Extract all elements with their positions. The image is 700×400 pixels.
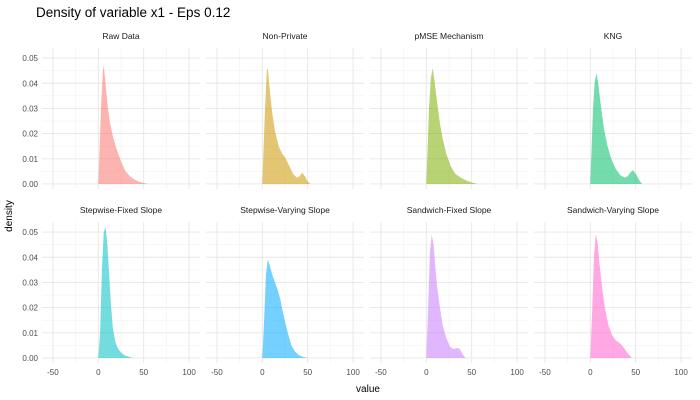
- panels-layer: Raw Data 0.00 0.01 0.02 0.03 0.04 0.05 Non-Priv…: [22, 31, 692, 377]
- x-tick-label: 0: [424, 368, 429, 377]
- density-area: [98, 227, 135, 358]
- y-tick-label: 0.05: [22, 228, 38, 237]
- density-area: [590, 234, 633, 358]
- facet-panel: Non-Private: [206, 31, 364, 189]
- y-tick-label: 0.05: [22, 54, 38, 63]
- y-tick-label: 0.03: [22, 104, 38, 113]
- y-tick-label: 0.01: [22, 329, 38, 338]
- facet-strip-label: Raw Data: [102, 31, 140, 41]
- y-tick-label: 0.02: [22, 130, 38, 139]
- x-tick-label: 100: [346, 368, 360, 377]
- x-tick-label: 0: [96, 368, 101, 377]
- y-tick-label: 0.00: [22, 354, 38, 363]
- x-axis-label: value: [356, 384, 380, 395]
- x-tick-label: -50: [539, 368, 551, 377]
- chart-title: Density of variable x1 - Eps 0.12: [36, 5, 230, 20]
- x-tick-label: 100: [182, 368, 196, 377]
- x-tick-label: 100: [674, 368, 688, 377]
- density-area: [426, 234, 466, 358]
- facet-strip-label: Non-Private: [263, 31, 308, 41]
- x-tick-label: 50: [631, 368, 640, 377]
- x-tick-label: 0: [588, 368, 593, 377]
- x-tick-label: -50: [47, 368, 59, 377]
- y-axis-label: density: [4, 200, 15, 232]
- facet-panel: Raw Data 0.00 0.01 0.02 0.03 0.04 0.05: [22, 31, 200, 189]
- x-tick-label: -50: [375, 368, 387, 377]
- x-tick-label: 50: [467, 368, 476, 377]
- x-tick-label: 50: [139, 368, 148, 377]
- facet-strip-label: Sandwich-Fixed Slope: [407, 205, 492, 215]
- density-area: [590, 73, 643, 184]
- facet-panel: Sandwich-Fixed Slope -50 0 50 100: [370, 205, 528, 377]
- density-area: [98, 65, 149, 184]
- x-tick-label: 100: [510, 368, 524, 377]
- facet-panel: Stepwise-Varying Slope -50 0 50 100: [206, 205, 364, 377]
- facet-panel: Stepwise-Fixed Slope 0.00 0.01 0.02 0.03 0.04…: [22, 205, 200, 377]
- y-tick-label: 0.02: [22, 304, 38, 313]
- y-tick-label: 0.00: [22, 180, 38, 189]
- density-area: [262, 68, 311, 184]
- facet-strip-label: pMSE Mechanism: [415, 31, 484, 41]
- facet-panel: Sandwich-Varying Slope -50 0 50 100: [534, 205, 692, 377]
- x-tick-label: -50: [211, 368, 223, 377]
- x-tick-label: 50: [303, 368, 312, 377]
- facet-strip-label: KNG: [604, 31, 622, 41]
- facet-strip-label: Stepwise-Fixed Slope: [80, 205, 162, 215]
- y-tick-label: 0.01: [22, 155, 38, 164]
- facet-strip-label: Stepwise-Varying Slope: [240, 205, 330, 215]
- y-tick-label: 0.04: [22, 253, 38, 262]
- facet-strip-label: Sandwich-Varying Slope: [567, 205, 659, 215]
- facet-panel: pMSE Mechanism: [370, 31, 528, 189]
- y-tick-label: 0.03: [22, 278, 38, 287]
- y-tick-label: 0.04: [22, 79, 38, 88]
- x-tick-label: 0: [260, 368, 265, 377]
- density-area: [262, 259, 308, 358]
- facet-panel: KNG: [534, 31, 692, 189]
- density-area: [426, 68, 478, 184]
